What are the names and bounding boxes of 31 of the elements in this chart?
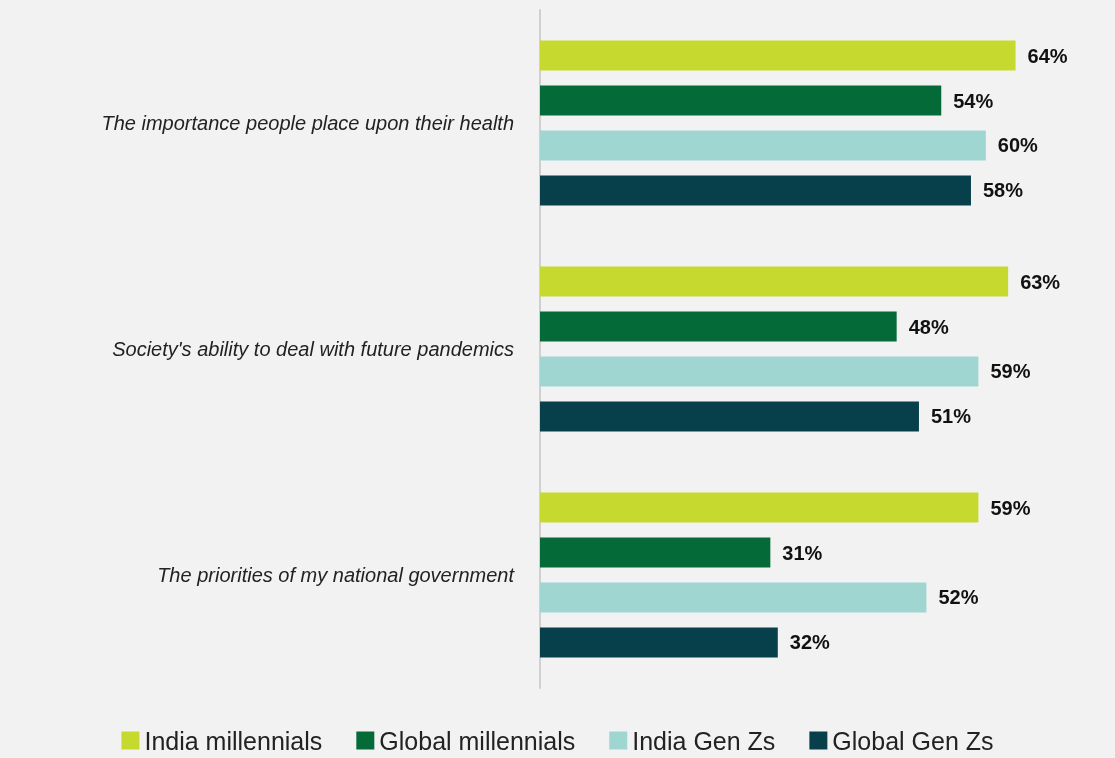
data-label: 60% [997,134,1039,157]
data-label: 52% [938,586,979,609]
data-label: 48% [908,315,949,338]
y-tick-label: Society's ability to deal with future pandemics [112,338,514,360]
data-label: 58% [982,179,1024,202]
bar [540,266,1009,297]
y-tick-label: The priorities of my national government [157,564,516,586]
y-tick-label: The importance people place upon their health [101,112,514,134]
data-label: 51% [930,405,972,428]
data-label: 59% [990,360,1031,383]
bar [540,492,979,523]
bar [540,40,1016,71]
legend-label: India Gen Zs [632,726,776,755]
bar [540,582,927,613]
legend-label: India millennials [144,726,323,755]
data-label: 63% [1020,270,1061,293]
data-label: 54% [953,89,994,112]
bar [540,130,986,161]
bar [540,85,942,116]
legend-label: Global Gen Zs [832,726,994,755]
data-label: 31% [782,541,823,564]
data-label: 64% [1027,44,1068,67]
bar [540,311,897,342]
bar [540,356,979,387]
bar [540,627,778,658]
bar [540,401,919,432]
bar [540,537,771,568]
data-label: 59% [990,496,1031,519]
bar [540,175,971,206]
data-label: 32% [789,631,831,654]
legend-label: Global millennials [379,726,576,755]
